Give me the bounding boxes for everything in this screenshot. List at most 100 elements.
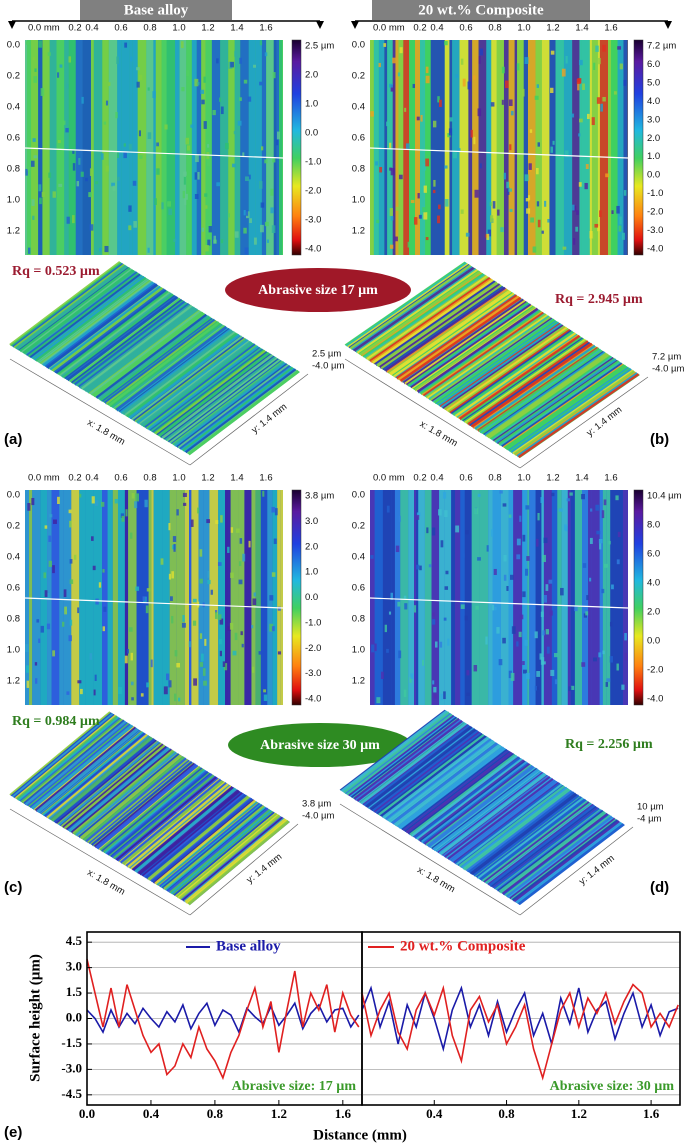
- map-speck: [214, 611, 218, 619]
- surface-ridge: [134, 337, 246, 423]
- surface-ridge: [29, 723, 131, 809]
- map-y-tick: 1.0: [7, 645, 20, 656]
- legend-label: 20 wt.% Composite: [400, 938, 526, 954]
- map-stripe: [225, 490, 229, 705]
- map-speck: [168, 573, 172, 580]
- map-stripe: [582, 490, 589, 705]
- abrasive-badge: [228, 723, 412, 767]
- surface-ridge: [118, 778, 220, 863]
- surface-max: 7.2 µm: [652, 352, 681, 363]
- map-stripe: [444, 40, 450, 255]
- map-stripe: [471, 490, 480, 705]
- map-speck: [143, 631, 147, 637]
- surface-ridge: [182, 366, 294, 452]
- map-speck: [433, 120, 437, 128]
- map-stripe: [557, 490, 562, 705]
- surface-ridge: [115, 776, 218, 861]
- map-speck: [25, 644, 29, 652]
- surface-ridge: [81, 304, 193, 391]
- surface-ridge: [137, 789, 239, 875]
- surface-ridge: [33, 275, 146, 362]
- map-speck: [52, 650, 56, 657]
- surface-ridge: [127, 333, 239, 419]
- map-stripe: [102, 490, 108, 705]
- map-stripe: [478, 40, 487, 255]
- map-speck: [384, 624, 387, 633]
- map-speck: [100, 501, 105, 507]
- map-speck: [207, 579, 211, 585]
- surface-ridge: [507, 816, 614, 899]
- surface-ridge: [513, 370, 636, 456]
- map-y-tick: 0.0: [352, 40, 365, 51]
- map-stripe: [486, 40, 492, 255]
- map-speck: [171, 615, 174, 624]
- map-y-tick: 0.8: [7, 614, 20, 625]
- surface-ridge: [25, 270, 137, 356]
- map-speck: [95, 181, 99, 185]
- map-x-tick: 1.0: [172, 23, 185, 34]
- map-speck: [570, 113, 575, 118]
- colorbar-tick: -3.0: [305, 215, 321, 226]
- surface-ridge: [79, 754, 182, 840]
- map-speck: [77, 607, 80, 614]
- map-speck: [59, 64, 63, 68]
- map-speck: [213, 235, 217, 244]
- map-speck: [608, 540, 611, 545]
- map-speck: [206, 158, 211, 167]
- map-speck: [139, 634, 142, 642]
- colorbar-tick: -2.0: [305, 643, 321, 654]
- surface-ridge: [149, 346, 261, 431]
- map-speck: [224, 663, 228, 671]
- map-speck: [85, 177, 88, 182]
- surface-ridge: [492, 357, 614, 442]
- map-speck: [420, 114, 423, 122]
- surface-ridge: [454, 332, 577, 418]
- map-speck: [275, 139, 279, 146]
- surface-ridge: [416, 307, 539, 394]
- surface-ridge: [65, 295, 177, 381]
- surface-3d: [344, 261, 640, 459]
- surface-ridge: [113, 324, 225, 409]
- map-speck: [68, 635, 72, 642]
- surface-ridge: [150, 347, 262, 432]
- map-speck: [161, 202, 164, 210]
- surface-ridge: [465, 789, 573, 872]
- surface-ridge: [186, 819, 288, 905]
- map-speck: [220, 106, 224, 115]
- map-speck: [194, 193, 199, 199]
- map-speck: [181, 622, 186, 628]
- colorbar: [633, 489, 644, 706]
- surface-ridge: [343, 711, 451, 795]
- map-speck: [123, 152, 127, 159]
- surface-ridge: [42, 731, 144, 817]
- map-speck: [69, 520, 72, 528]
- surface-ridge: [173, 361, 286, 447]
- surface-ridge: [167, 807, 270, 893]
- map-speck: [176, 662, 181, 668]
- surface-ridge: [95, 313, 208, 399]
- map-stripe: [452, 40, 460, 255]
- map-stripe: [85, 490, 94, 705]
- surface-ridge: [397, 746, 503, 828]
- map-speck: [266, 239, 270, 243]
- map-speck: [134, 501, 138, 509]
- map-speck: [251, 666, 255, 673]
- map-speck: [371, 644, 375, 653]
- surface-ridge: [458, 334, 581, 421]
- map-speck: [48, 560, 52, 567]
- map-speck: [202, 668, 206, 676]
- surface-ridge: [511, 819, 619, 902]
- map-speck: [277, 606, 281, 611]
- map-speck: [603, 499, 607, 506]
- map-x-tick: 0.8: [488, 473, 501, 484]
- rq-label: Rq = 2.256 µm: [565, 737, 653, 752]
- map-stripe: [230, 490, 239, 705]
- map-stripe: [218, 490, 226, 705]
- map-speck: [206, 519, 211, 524]
- surface-ridge: [517, 373, 640, 459]
- map-stripe: [82, 40, 91, 255]
- surface-ridge: [395, 294, 518, 380]
- map-speck: [208, 225, 212, 233]
- map-x-tick: 0.4: [430, 23, 443, 34]
- map-speck: [105, 100, 109, 106]
